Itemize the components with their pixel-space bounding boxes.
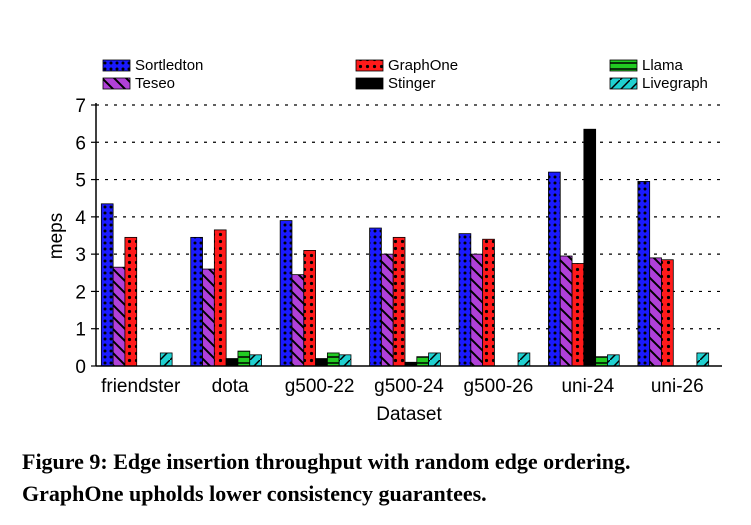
y-tick-label: 4 (75, 208, 86, 229)
y-axis-title: meps (46, 213, 67, 259)
bar-livegraph-g500-26 (517, 352, 531, 367)
x-tick-label: uni-24 (561, 376, 614, 397)
bar-sortledton-g500-26 (458, 233, 472, 367)
bar-teseo-uni-24 (559, 255, 573, 367)
y-tick-label: 2 (75, 282, 86, 303)
bar-sortledton-g500-24 (369, 227, 382, 367)
bar-teseo-g500-24 (380, 253, 394, 367)
legend-label-sortledton: Sortledton (135, 57, 203, 74)
x-tick-label: g500-26 (464, 376, 534, 397)
bar-graphone-uni-26 (661, 259, 674, 367)
bar-graphone-friendster (124, 236, 138, 367)
bar-livegraph-friendster (159, 352, 173, 367)
legend-label-graphone: GraphOne (388, 57, 458, 74)
y-tick-label: 7 (75, 96, 86, 117)
bar-chart: 0 1 2 3 4 5 6 7 friendster dota g500-22 g500-24 g500… (46, 57, 722, 425)
legend-swatch-sortledton (102, 59, 131, 72)
bar-llama-g500-24 (416, 356, 429, 367)
bar-sortledton-g500-22 (279, 220, 293, 367)
bar-teseo-g500-22 (291, 274, 305, 367)
bar-llama-uni-24 (595, 356, 608, 367)
bar-sortledton-uni-26 (637, 181, 651, 367)
x-tick-label: friendster (101, 376, 181, 397)
bar-teseo-friendster (112, 266, 126, 367)
x-tick-label: uni-26 (651, 376, 704, 397)
bar-stinger-uni-24 (583, 128, 597, 367)
bar-graphone-dota (213, 229, 227, 367)
x-axis-title: Dataset (376, 404, 442, 425)
legend-swatch-graphone (355, 59, 384, 72)
y-tick-label: 0 (75, 357, 86, 378)
bar-graphone-uni-24 (571, 263, 585, 367)
bar-stinger-g500-22 (315, 358, 328, 367)
axes: 0 1 2 3 4 5 6 7 friendster dota g500-22 g500-24 g500… (75, 96, 722, 397)
bar-llama-dota (237, 350, 251, 367)
bar-stinger-dota (225, 358, 239, 367)
bar-teseo-uni-26 (649, 257, 662, 367)
x-tick-label: dota (212, 376, 249, 397)
legend-swatch-stinger (355, 77, 384, 90)
y-tick-label: 3 (75, 245, 86, 266)
bar-sortledton-dota (190, 236, 203, 367)
legend-label-livegraph: Livegraph (642, 75, 708, 92)
x-tick-label: g500-22 (285, 376, 355, 397)
bar-sortledton-friendster (100, 203, 114, 367)
bar-graphone-g500-26 (482, 238, 495, 367)
bar-livegraph-uni-26 (696, 352, 710, 367)
y-tick-label: 5 (75, 171, 86, 192)
figure-caption: Figure 9: Edge insertion throughput with… (22, 449, 631, 506)
legend-label-stinger: Stinger (388, 75, 436, 92)
bar-llama-g500-22 (326, 352, 340, 367)
legend-swatch-livegraph (609, 77, 638, 90)
bar-livegraph-dota (249, 354, 262, 367)
bar-sortledton-uni-24 (548, 171, 561, 367)
legend-swatch-llama (609, 59, 638, 72)
legend-swatch-teseo (102, 77, 131, 90)
bar-graphone-g500-24 (392, 236, 406, 367)
gridlines (96, 104, 722, 330)
y-tick-label: 6 (75, 133, 86, 154)
bar-livegraph-uni-24 (607, 354, 620, 367)
legend-label-teseo: Teseo (135, 75, 175, 92)
y-tick-label: 1 (75, 320, 86, 341)
bar-graphone-g500-22 (303, 250, 316, 367)
legend-label-llama: Llama (642, 57, 684, 74)
bars (100, 128, 710, 367)
bar-livegraph-g500-22 (338, 354, 352, 367)
bar-livegraph-g500-24 (428, 352, 441, 367)
x-tick-label: g500-24 (374, 376, 444, 397)
bar-teseo-dota (202, 268, 215, 367)
bar-teseo-g500-26 (470, 253, 484, 367)
